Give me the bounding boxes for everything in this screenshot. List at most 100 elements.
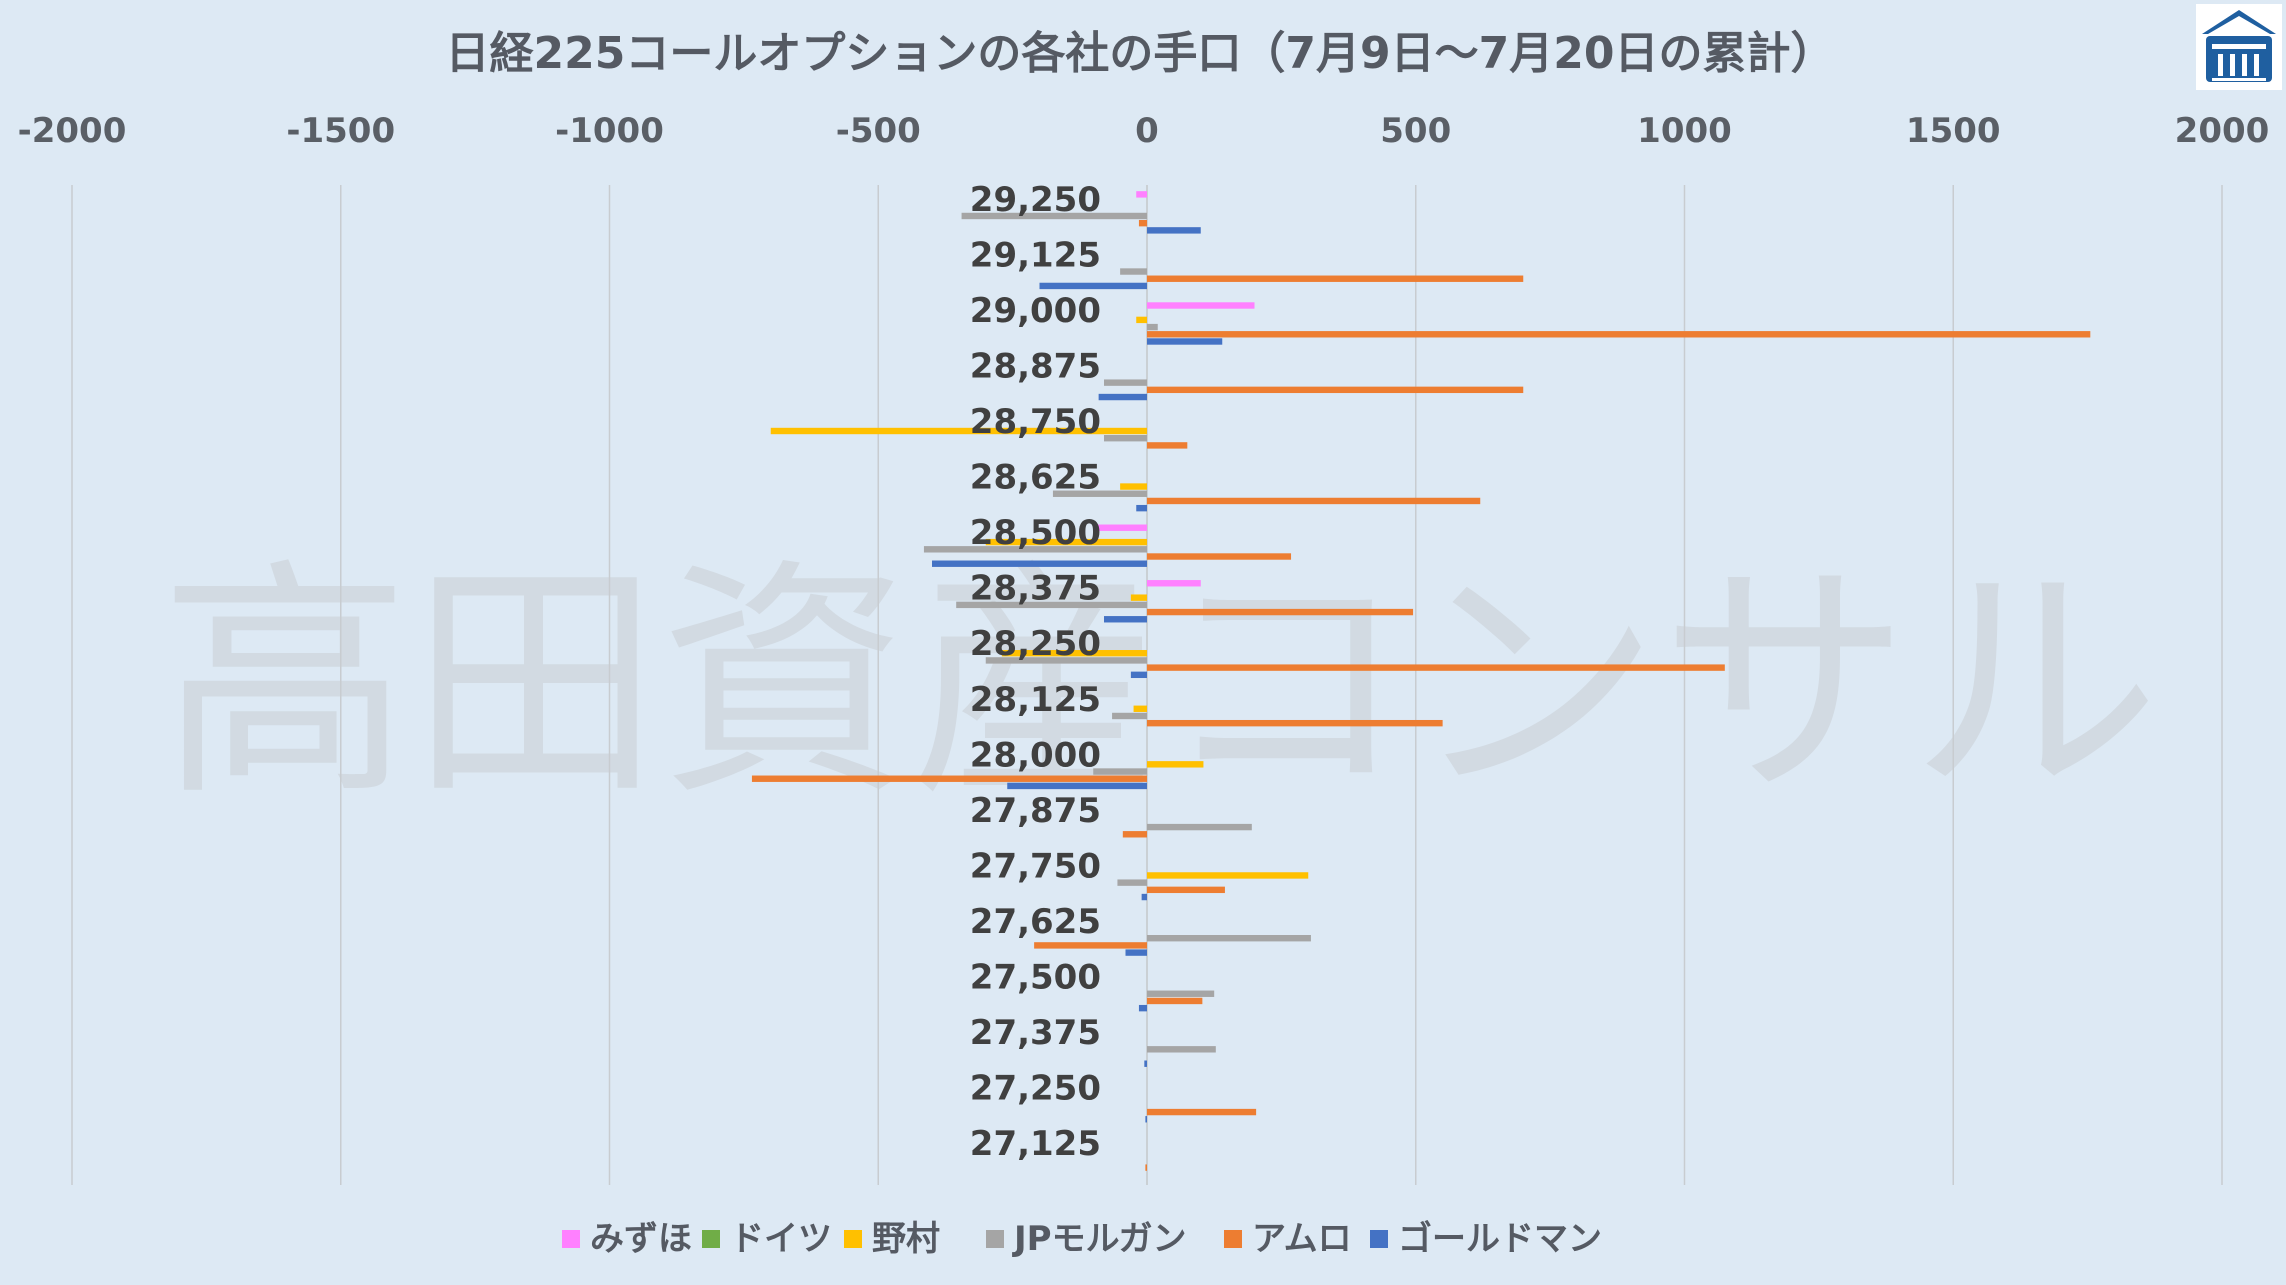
y-tick-label: 27,375 [970,1013,1101,1053]
bar-14-3 [1147,990,1215,997]
legend-label: アムロ [1252,1219,1352,1259]
bar-15-3 [1147,1046,1216,1053]
bar-11-3 [1147,823,1252,831]
bar-0-5 [1147,227,1201,234]
y-tick-label: 28,500 [970,513,1101,553]
legend-label: みずほ [590,1219,692,1259]
legend-label: ゴールドマン [1398,1219,1602,1259]
bar-10-2 [1147,761,1204,768]
bar-7-0 [1147,580,1201,587]
bar-5-3 [1052,490,1147,497]
bar-6-0 [1093,524,1147,531]
chart-title: 日経225コールオプションの各社の手口（7月9日～7月20日の累計） [446,28,1835,79]
bar-7-5 [1104,616,1147,623]
bar-13-4 [1034,942,1147,949]
bar-12-2 [1147,872,1309,879]
bar-12-4 [1147,886,1225,894]
y-tick-label: 27,500 [970,958,1101,998]
bar-7-2 [1130,594,1147,601]
bar-15-5 [1144,1060,1147,1067]
y-tick-label: 28,250 [970,624,1101,664]
legend-swatch [1224,1230,1242,1248]
x-tick-label: -2000 [18,111,127,151]
y-tick-label: 27,625 [970,902,1101,942]
bar-5-2 [1120,483,1147,490]
bar-0-3 [961,212,1147,220]
x-tick-label: -1500 [286,111,395,151]
bar-4-4 [1147,442,1188,449]
bar-8-3 [985,657,1147,664]
legend-swatch [844,1230,862,1248]
bar-16-5 [1145,1116,1147,1123]
bar-1-3 [1120,268,1147,275]
bar-13-3 [1147,935,1311,942]
x-tick-label: 2000 [2175,111,2270,151]
y-tick-label: 28,375 [970,569,1101,609]
bar-1-5 [1039,282,1147,290]
bar-10-4 [751,775,1147,782]
legend-swatch [986,1230,1004,1248]
bar-12-5 [1141,893,1147,901]
bar-9-3 [1112,712,1147,720]
y-tick-label: 28,875 [970,346,1101,386]
bar-6-3 [923,546,1147,553]
bar-11-4 [1122,831,1147,838]
bar-0-4 [1138,219,1147,227]
bar-14-5 [1138,1004,1147,1012]
bar-6-4 [1147,553,1292,560]
bar-5-4 [1147,497,1481,505]
y-tick-label: 29,000 [970,291,1101,331]
x-tick-label: 500 [1380,111,1451,151]
bar-8-5 [1130,671,1147,679]
bar-12-3 [1117,879,1147,886]
bar-4-3 [1104,435,1147,442]
bar-9-2 [1133,705,1147,712]
bar-6-2 [985,538,1147,546]
y-tick-label: 28,625 [970,458,1101,498]
y-tick-label: 27,750 [970,846,1101,886]
gridlines [71,185,2223,1185]
legend-label: JPモルガン [1012,1219,1187,1259]
bar-2-2 [1136,316,1147,324]
x-tick-label: -1000 [555,111,664,151]
bar-2-4 [1147,331,2091,338]
y-axis-ticks: 29,250 29,125 29,000 28,875 28,750 28,625 28,5… [970,180,1101,1164]
bar-5-5 [1136,504,1147,512]
legend-label: ドイツ [730,1219,832,1259]
legend-swatch [562,1230,580,1248]
bar-8-4 [1147,664,1725,671]
bar-2-3 [1147,323,1158,331]
legend-swatch [702,1230,720,1248]
y-tick-label: 27,250 [970,1069,1101,1109]
bar-13-5 [1125,949,1147,956]
bar-7-4 [1147,608,1414,616]
bar-2-5 [1147,338,1223,345]
bar-6-5 [932,560,1147,567]
legend: みずほ ドイツ 野村 JPモルガン アムロ ゴールドマン [562,1219,1602,1259]
building-logo-icon [2196,4,2282,90]
x-tick-label: 1000 [1637,111,1732,151]
legend-swatch [1370,1230,1388,1248]
bar-3-5 [1098,393,1147,401]
bar-2-0 [1147,302,1255,309]
bar-9-4 [1147,719,1443,727]
x-tick-label: -500 [836,111,921,151]
bar-4-2 [770,427,1147,435]
y-tick-label: 27,875 [970,791,1101,831]
bar-1-4 [1147,275,1524,282]
y-tick-label: 28,000 [970,735,1101,775]
x-axis-ticks: -2000 -1500 -1000 -500 0 500 1000 1500 2000 [18,111,2270,151]
x-tick-label: 0 [1135,111,1159,151]
watermark: 高田資産コンサル [160,538,2160,829]
bar-8-2 [1001,650,1147,657]
y-tick-label: 28,750 [970,402,1101,442]
bar-0-0 [1136,191,1147,198]
bar-7-3 [956,601,1147,609]
bars [751,191,2091,1171]
bar-14-4 [1147,997,1203,1005]
y-tick-label: 28,125 [970,680,1101,720]
y-tick-label: 29,125 [970,235,1101,275]
bar-17-4 [1145,1164,1147,1171]
y-tick-label: 27,125 [970,1124,1101,1164]
